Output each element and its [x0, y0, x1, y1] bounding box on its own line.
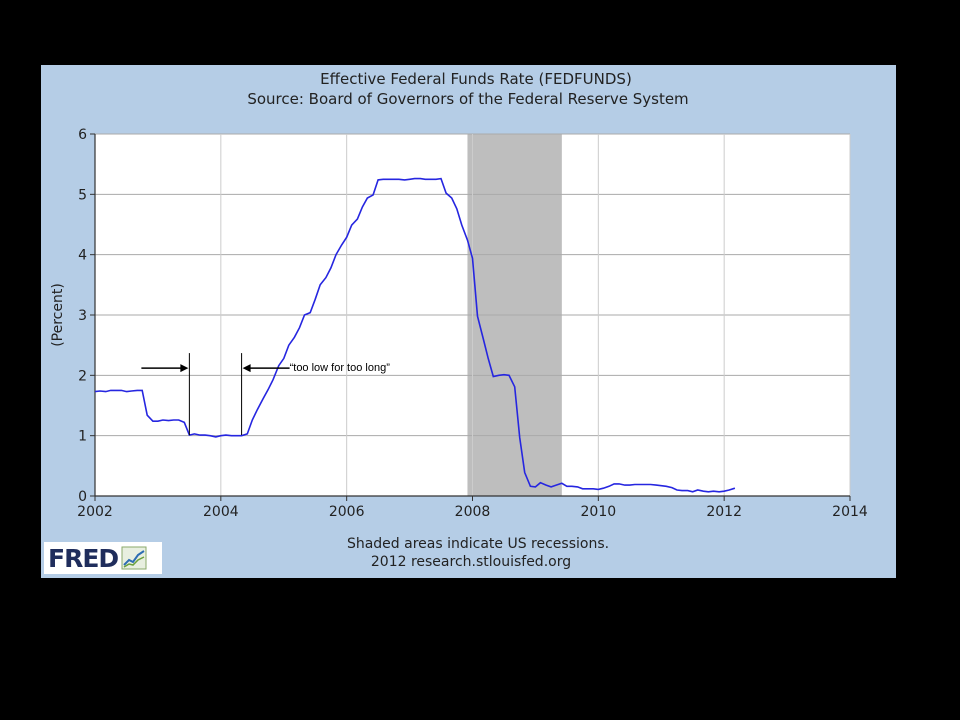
series-line-fedfunds [94, 177, 736, 493]
y-axis-label: (Percent) [50, 283, 66, 347]
fred-logo: FRED [44, 542, 162, 574]
chart-svg: Effective Federal Funds Rate (FEDFUNDS) … [50, 70, 868, 570]
source-credit: 2012 research.stlouisfed.org [371, 554, 571, 570]
chart-subtitle: Source: Board of Governors of the Federa… [247, 90, 688, 108]
y-tick-label-4: 4 [78, 248, 87, 264]
recession-note: Shaded areas indicate US recessions. [347, 536, 609, 552]
fred-graph-icon [121, 546, 147, 570]
x-tick-label-2014: 2014 [832, 504, 868, 520]
x-tick-label-2004: 2004 [203, 504, 239, 520]
x-tick-label-2006: 2006 [329, 504, 365, 520]
annotation-text: “too low for too long” [290, 362, 391, 374]
annotation-arrowhead-left [180, 364, 189, 373]
y-tick-label-1: 1 [78, 429, 87, 445]
chart-frame: Effective Federal Funds Rate (FEDFUNDS) … [41, 65, 896, 578]
x-tick-label-2002: 2002 [77, 504, 113, 520]
x-tick-label-2008: 2008 [455, 504, 491, 520]
annotation: “too low for too long” [141, 353, 390, 435]
axes [90, 133, 851, 501]
y-tick-label-5: 5 [78, 187, 87, 203]
chart-title: Effective Federal Funds Rate (FEDFUNDS) [320, 70, 632, 88]
y-tick-label-6: 6 [78, 127, 87, 143]
x-tick-labels: 2002 2004 2006 2008 2010 2012 2014 [77, 504, 868, 520]
fred-logo-text: FRED [48, 543, 119, 573]
y-tick-labels: 0 1 2 3 4 5 6 [78, 127, 87, 505]
y-tick-label-0: 0 [78, 489, 87, 505]
annotation-arrowhead-right [242, 364, 251, 373]
y-tick-label-3: 3 [78, 308, 87, 324]
y-tick-label-2: 2 [78, 368, 87, 384]
x-tick-label-2010: 2010 [581, 504, 617, 520]
x-tick-label-2012: 2012 [706, 504, 742, 520]
